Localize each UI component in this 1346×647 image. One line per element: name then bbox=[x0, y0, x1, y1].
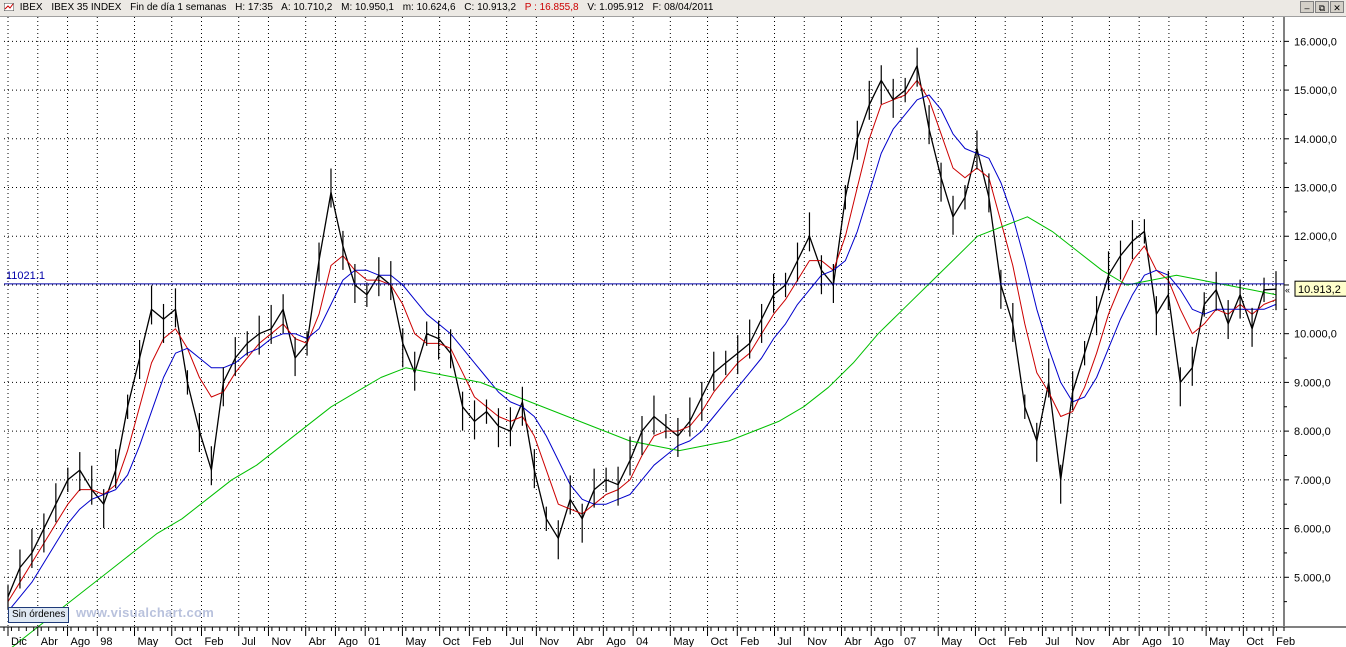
x-tick-label: Oct bbox=[1246, 636, 1263, 647]
position-value: P : 16.855,8 bbox=[524, 2, 579, 13]
symbol-name: IBEX 35 INDEX bbox=[51, 2, 122, 13]
y-tick-label: 15.000,0 bbox=[1294, 85, 1337, 97]
x-tick-label: Nov bbox=[807, 636, 827, 647]
x-tick-label: Ago bbox=[1142, 636, 1162, 647]
x-tick-label: Jul bbox=[1045, 636, 1059, 647]
y-tick-label: 5.000,0 bbox=[1294, 572, 1331, 584]
last-price-label: 10.913,2 bbox=[1298, 284, 1341, 296]
x-tick-label: Ago bbox=[338, 636, 358, 647]
time-label: H: 17:35 bbox=[235, 2, 273, 13]
minimize-button[interactable]: – bbox=[1300, 1, 1314, 13]
x-tick-label: Oct bbox=[175, 636, 192, 647]
y-tick-label: 6.000,0 bbox=[1294, 524, 1331, 536]
y-tick-label: 7.000,0 bbox=[1294, 475, 1331, 487]
y-tick-label: 9.000,0 bbox=[1294, 377, 1331, 389]
x-tick-label: Oct bbox=[978, 636, 995, 647]
watermark-text: www.visualchart.com bbox=[76, 605, 215, 620]
x-tick-label: Abr bbox=[577, 636, 594, 647]
x-tick-label: Feb bbox=[204, 636, 223, 647]
x-tick-label: 07 bbox=[904, 636, 916, 647]
chart-background bbox=[0, 17, 1346, 647]
x-tick-label: 98 bbox=[100, 636, 112, 647]
x-tick-label: Nov bbox=[539, 636, 559, 647]
x-tick-label: Jul bbox=[510, 636, 524, 647]
x-tick-label: Ago bbox=[71, 636, 91, 647]
series-line-ma_medium bbox=[7, 94, 1277, 612]
x-tick-label: Abr bbox=[41, 636, 58, 647]
x-tick-label: Abr bbox=[1112, 636, 1129, 647]
x-tick-label: 04 bbox=[636, 636, 648, 647]
x-tick-label: Jul bbox=[778, 636, 792, 647]
x-tick-label: May bbox=[138, 636, 159, 647]
x-tick-label: Ago bbox=[606, 636, 626, 647]
orders-status-badge[interactable]: Sin órdenes bbox=[8, 607, 70, 623]
x-tick-label: Oct bbox=[711, 636, 728, 647]
close-button[interactable]: ✕ bbox=[1330, 1, 1344, 13]
volume-value: V: 1.095.912 bbox=[587, 2, 644, 13]
x-tick-label: May bbox=[941, 636, 962, 647]
x-tick-label: May bbox=[405, 636, 426, 647]
y-tick-label: 8.000,0 bbox=[1294, 426, 1331, 438]
x-tick-label: May bbox=[1209, 636, 1230, 647]
x-tick-label: Jul bbox=[242, 636, 256, 647]
date-value: F: 08/04/2011 bbox=[652, 2, 714, 13]
x-tick-label: Feb bbox=[740, 636, 759, 647]
x-tick-label: Oct bbox=[443, 636, 460, 647]
y-tick-label: 10.000,0 bbox=[1294, 329, 1337, 341]
x-tick-label: Nov bbox=[271, 636, 291, 647]
y-tick-label: 14.000,0 bbox=[1294, 134, 1337, 146]
x-tick-label: 10 bbox=[1172, 636, 1184, 647]
reference-line-label: 11021.1 bbox=[6, 270, 45, 282]
open-value: A: 10.710,2 bbox=[281, 2, 333, 13]
y-tick-label: 13.000,0 bbox=[1294, 183, 1337, 195]
series-line-ma_short bbox=[7, 79, 1277, 602]
y-tick-label: 12.000,0 bbox=[1294, 231, 1337, 243]
x-tick-label: Abr bbox=[844, 636, 861, 647]
x-tick-label: Feb bbox=[1008, 636, 1027, 647]
last-price-marker-icon: « bbox=[1285, 285, 1290, 295]
window-controls: – ⧉ ✕ bbox=[1300, 1, 1344, 13]
x-tick-label: Abr bbox=[309, 636, 326, 647]
x-tick-label: Ago bbox=[874, 636, 894, 647]
x-tick-label: Feb bbox=[472, 636, 491, 647]
restore-button[interactable]: ⧉ bbox=[1315, 1, 1329, 13]
y-tick-label: 16.000,0 bbox=[1294, 36, 1337, 48]
x-tick-label: Nov bbox=[1075, 636, 1095, 647]
high-value: M: 10.950,1 bbox=[341, 2, 394, 13]
last-price-box bbox=[1294, 280, 1346, 297]
close-value: C: 10.913,2 bbox=[464, 2, 517, 13]
price-chart[interactable]: 5.000,0 6.000,0 7.000,0 8.000,0 9.000,0 10.00… bbox=[0, 17, 1346, 647]
x-tick-label: Feb bbox=[1276, 636, 1295, 647]
chart-title-bar[interactable]: IBEX IBEX 35 INDEX Fin de día 1 semanas … bbox=[0, 0, 1346, 17]
x-tick-label: Dic bbox=[11, 636, 27, 647]
symbol-code: IBEX bbox=[19, 2, 43, 13]
x-tick-label: 01 bbox=[368, 636, 380, 647]
low-value: m: 10.624,6 bbox=[402, 2, 456, 13]
chart-type-icon bbox=[4, 3, 14, 12]
x-tick-label: May bbox=[673, 636, 694, 647]
period-label: Fin de día 1 semanas bbox=[130, 2, 227, 13]
